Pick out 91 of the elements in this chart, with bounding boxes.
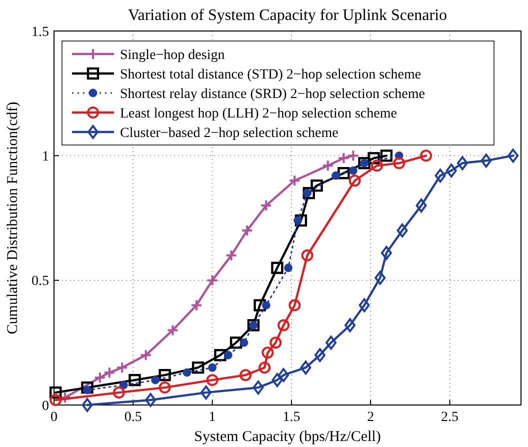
point bbox=[158, 382, 171, 394]
point bbox=[50, 394, 62, 406]
point bbox=[192, 362, 204, 374]
legend-label: Least longest hop (LLH) 2−hop selection scheme bbox=[120, 106, 397, 122]
point bbox=[182, 368, 192, 377]
y-tick-label: 0 bbox=[42, 398, 49, 414]
point bbox=[326, 336, 337, 350]
point bbox=[380, 150, 393, 162]
point bbox=[119, 380, 128, 390]
point bbox=[112, 386, 125, 399]
point bbox=[270, 336, 282, 349]
point bbox=[348, 166, 358, 175]
point bbox=[480, 154, 492, 168]
point bbox=[347, 150, 360, 162]
legend-label: Cluster−based 2−hop selection scheme bbox=[120, 126, 338, 141]
point bbox=[288, 299, 301, 312]
point bbox=[301, 249, 314, 262]
chart-title: Variation of System Capacity for Uplink Scenario bbox=[128, 7, 448, 24]
x-tick-label: 1 bbox=[208, 410, 216, 425]
x-tick-label: 2 bbox=[367, 410, 374, 425]
x-tick-label: 1.5 bbox=[282, 410, 300, 425]
point bbox=[302, 186, 315, 200]
point bbox=[396, 223, 408, 238]
point bbox=[310, 179, 323, 192]
y-axis-title: Cumulative Distribution Function(cdf) bbox=[5, 102, 21, 334]
point bbox=[420, 150, 432, 162]
point bbox=[94, 372, 106, 384]
point bbox=[206, 274, 218, 286]
point bbox=[145, 393, 156, 408]
point bbox=[508, 148, 519, 163]
point bbox=[446, 164, 457, 178]
legend-label: Shortest total distance (STD) 2−hop selection scheme bbox=[120, 67, 422, 82]
point bbox=[190, 299, 202, 312]
point bbox=[294, 214, 308, 227]
point bbox=[416, 198, 427, 213]
legend-label: Shortest relay distance (SRD) 2−hop selection scheme bbox=[120, 86, 425, 102]
y-tick-label: 1 bbox=[42, 150, 49, 165]
point bbox=[214, 349, 226, 362]
point bbox=[258, 362, 271, 374]
point bbox=[358, 298, 370, 312]
point bbox=[49, 386, 62, 399]
point bbox=[271, 262, 284, 274]
point bbox=[128, 374, 141, 386]
y-tick-label: 0.5 bbox=[32, 274, 49, 290]
point bbox=[140, 349, 152, 362]
point bbox=[200, 386, 212, 400]
point bbox=[103, 366, 116, 379]
point bbox=[241, 224, 254, 236]
point bbox=[252, 380, 264, 395]
point bbox=[344, 318, 356, 332]
point bbox=[348, 174, 361, 187]
point bbox=[151, 376, 160, 384]
point bbox=[260, 200, 272, 212]
point bbox=[380, 246, 392, 260]
point bbox=[158, 368, 171, 382]
point bbox=[456, 156, 468, 170]
x-tick-label: 2.5 bbox=[441, 410, 459, 425]
point bbox=[224, 350, 232, 360]
point bbox=[278, 368, 290, 382]
point bbox=[338, 152, 350, 164]
point bbox=[166, 324, 179, 336]
x-axis-title: System Capacity (bps/Hz/Cell) bbox=[194, 429, 381, 445]
point bbox=[240, 338, 248, 347]
point bbox=[278, 319, 290, 332]
point bbox=[314, 348, 326, 362]
point bbox=[322, 160, 334, 172]
legend-label: Single−hop design bbox=[120, 48, 225, 63]
point bbox=[272, 373, 283, 388]
point bbox=[254, 299, 266, 312]
point bbox=[116, 362, 128, 374]
point bbox=[393, 157, 406, 170]
point bbox=[262, 346, 274, 359]
point bbox=[208, 363, 217, 372]
point bbox=[206, 374, 218, 386]
x-tick-label: 0.5 bbox=[124, 410, 142, 425]
point bbox=[262, 301, 270, 310]
point bbox=[300, 360, 312, 375]
point bbox=[338, 167, 350, 180]
y-tick-label: 1.5 bbox=[32, 24, 49, 40]
point bbox=[225, 249, 238, 262]
point bbox=[370, 160, 383, 172]
point bbox=[82, 398, 93, 412]
point bbox=[288, 174, 301, 187]
point bbox=[240, 369, 252, 382]
point bbox=[284, 264, 292, 272]
point bbox=[368, 152, 380, 164]
point bbox=[332, 171, 340, 180]
point bbox=[81, 381, 94, 394]
point bbox=[374, 270, 386, 285]
point bbox=[230, 336, 242, 349]
point bbox=[434, 168, 446, 183]
